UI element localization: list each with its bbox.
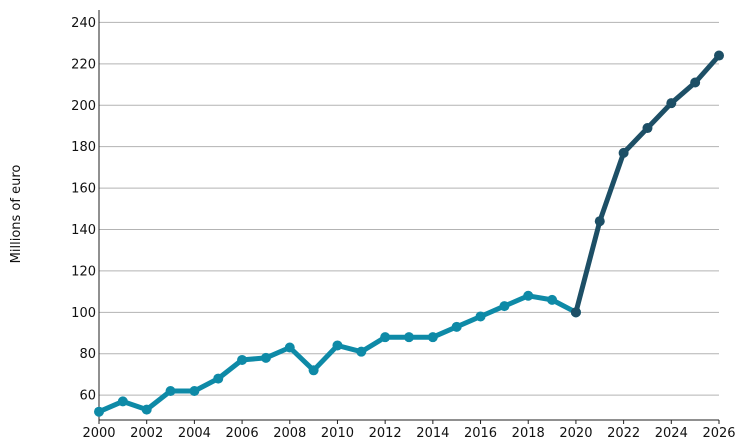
series-line-forecast: [573, 53, 722, 315]
y-tick-label-60: 60: [79, 389, 96, 404]
point-forecast-2025[interactable]: [690, 77, 701, 88]
point-forecast-2023[interactable]: [642, 123, 653, 134]
x-tick-label-2022: 2022: [607, 426, 640, 441]
point-historical-2012[interactable]: [380, 332, 391, 343]
series-historical: [94, 290, 581, 417]
y-tick-label-80: 80: [79, 347, 96, 362]
point-historical-2016[interactable]: [475, 311, 486, 322]
axes: [98, 10, 719, 421]
y-tick-label-160: 160: [71, 182, 96, 197]
series-forecast: [570, 50, 724, 318]
gridlines: [99, 21, 719, 396]
point-historical-2000[interactable]: [94, 406, 104, 417]
point-historical-2013[interactable]: [404, 332, 414, 343]
point-historical-2002[interactable]: [141, 404, 152, 415]
y-tick-label-120: 120: [71, 264, 96, 279]
point-forecast-2024[interactable]: [666, 98, 677, 109]
point-forecast-2021[interactable]: [594, 216, 605, 227]
point-historical-2007[interactable]: [260, 352, 271, 363]
x-tick-label-2014: 2014: [416, 426, 449, 441]
x-tick-label-2006: 2006: [226, 426, 259, 441]
point-historical-2010[interactable]: [332, 340, 343, 351]
point-forecast-2022[interactable]: [618, 147, 629, 158]
point-historical-2003[interactable]: [165, 386, 176, 397]
point-historical-2005[interactable]: [213, 373, 224, 384]
point-historical-2008[interactable]: [284, 342, 295, 353]
x-tick-label-2000: 2000: [82, 426, 115, 441]
x-tick-label-2016: 2016: [464, 426, 497, 441]
point-historical-2011[interactable]: [356, 346, 367, 357]
point-historical-2004[interactable]: [189, 386, 200, 397]
x-tick-label-2020: 2020: [559, 426, 592, 441]
point-historical-2014[interactable]: [427, 332, 438, 343]
x-tick-label-2026: 2026: [702, 426, 735, 441]
y-tick-label-200: 200: [71, 99, 96, 114]
point-forecast-2020[interactable]: [570, 307, 581, 318]
x-tick-label-2008: 2008: [273, 426, 306, 441]
y-tick-labels: 60 80 100 120 140 160 180 200 220 240: [71, 16, 96, 404]
point-historical-2001[interactable]: [117, 396, 128, 407]
point-forecast-2026[interactable]: [714, 50, 724, 61]
point-historical-2019[interactable]: [547, 294, 558, 305]
y-tick-label-220: 220: [71, 57, 96, 72]
x-tick-label-2018: 2018: [512, 426, 545, 441]
x-tick-label-2004: 2004: [178, 426, 211, 441]
y-tick-label-140: 140: [71, 223, 96, 238]
x-tick-label-2012: 2012: [369, 426, 402, 441]
y-tick-label-100: 100: [71, 306, 96, 321]
point-historical-2018[interactable]: [523, 290, 534, 301]
point-historical-2015[interactable]: [451, 321, 462, 332]
point-historical-2006[interactable]: [237, 354, 248, 365]
x-tick-labels: 2000 2002 2004 2006 2008 2010 2012 2014 2016 2018…: [82, 420, 736, 441]
x-tick-label-2002: 2002: [130, 426, 163, 441]
y-axis-title: Millions of euro: [9, 165, 24, 264]
x-tick-label-2024: 2024: [655, 426, 688, 441]
series: [94, 50, 724, 417]
point-historical-2017[interactable]: [499, 301, 510, 312]
x-tick-label-2010: 2010: [321, 426, 354, 441]
y-tick-label-240: 240: [71, 16, 96, 31]
y-tick-label-180: 180: [71, 140, 96, 155]
point-historical-2009[interactable]: [308, 365, 319, 376]
